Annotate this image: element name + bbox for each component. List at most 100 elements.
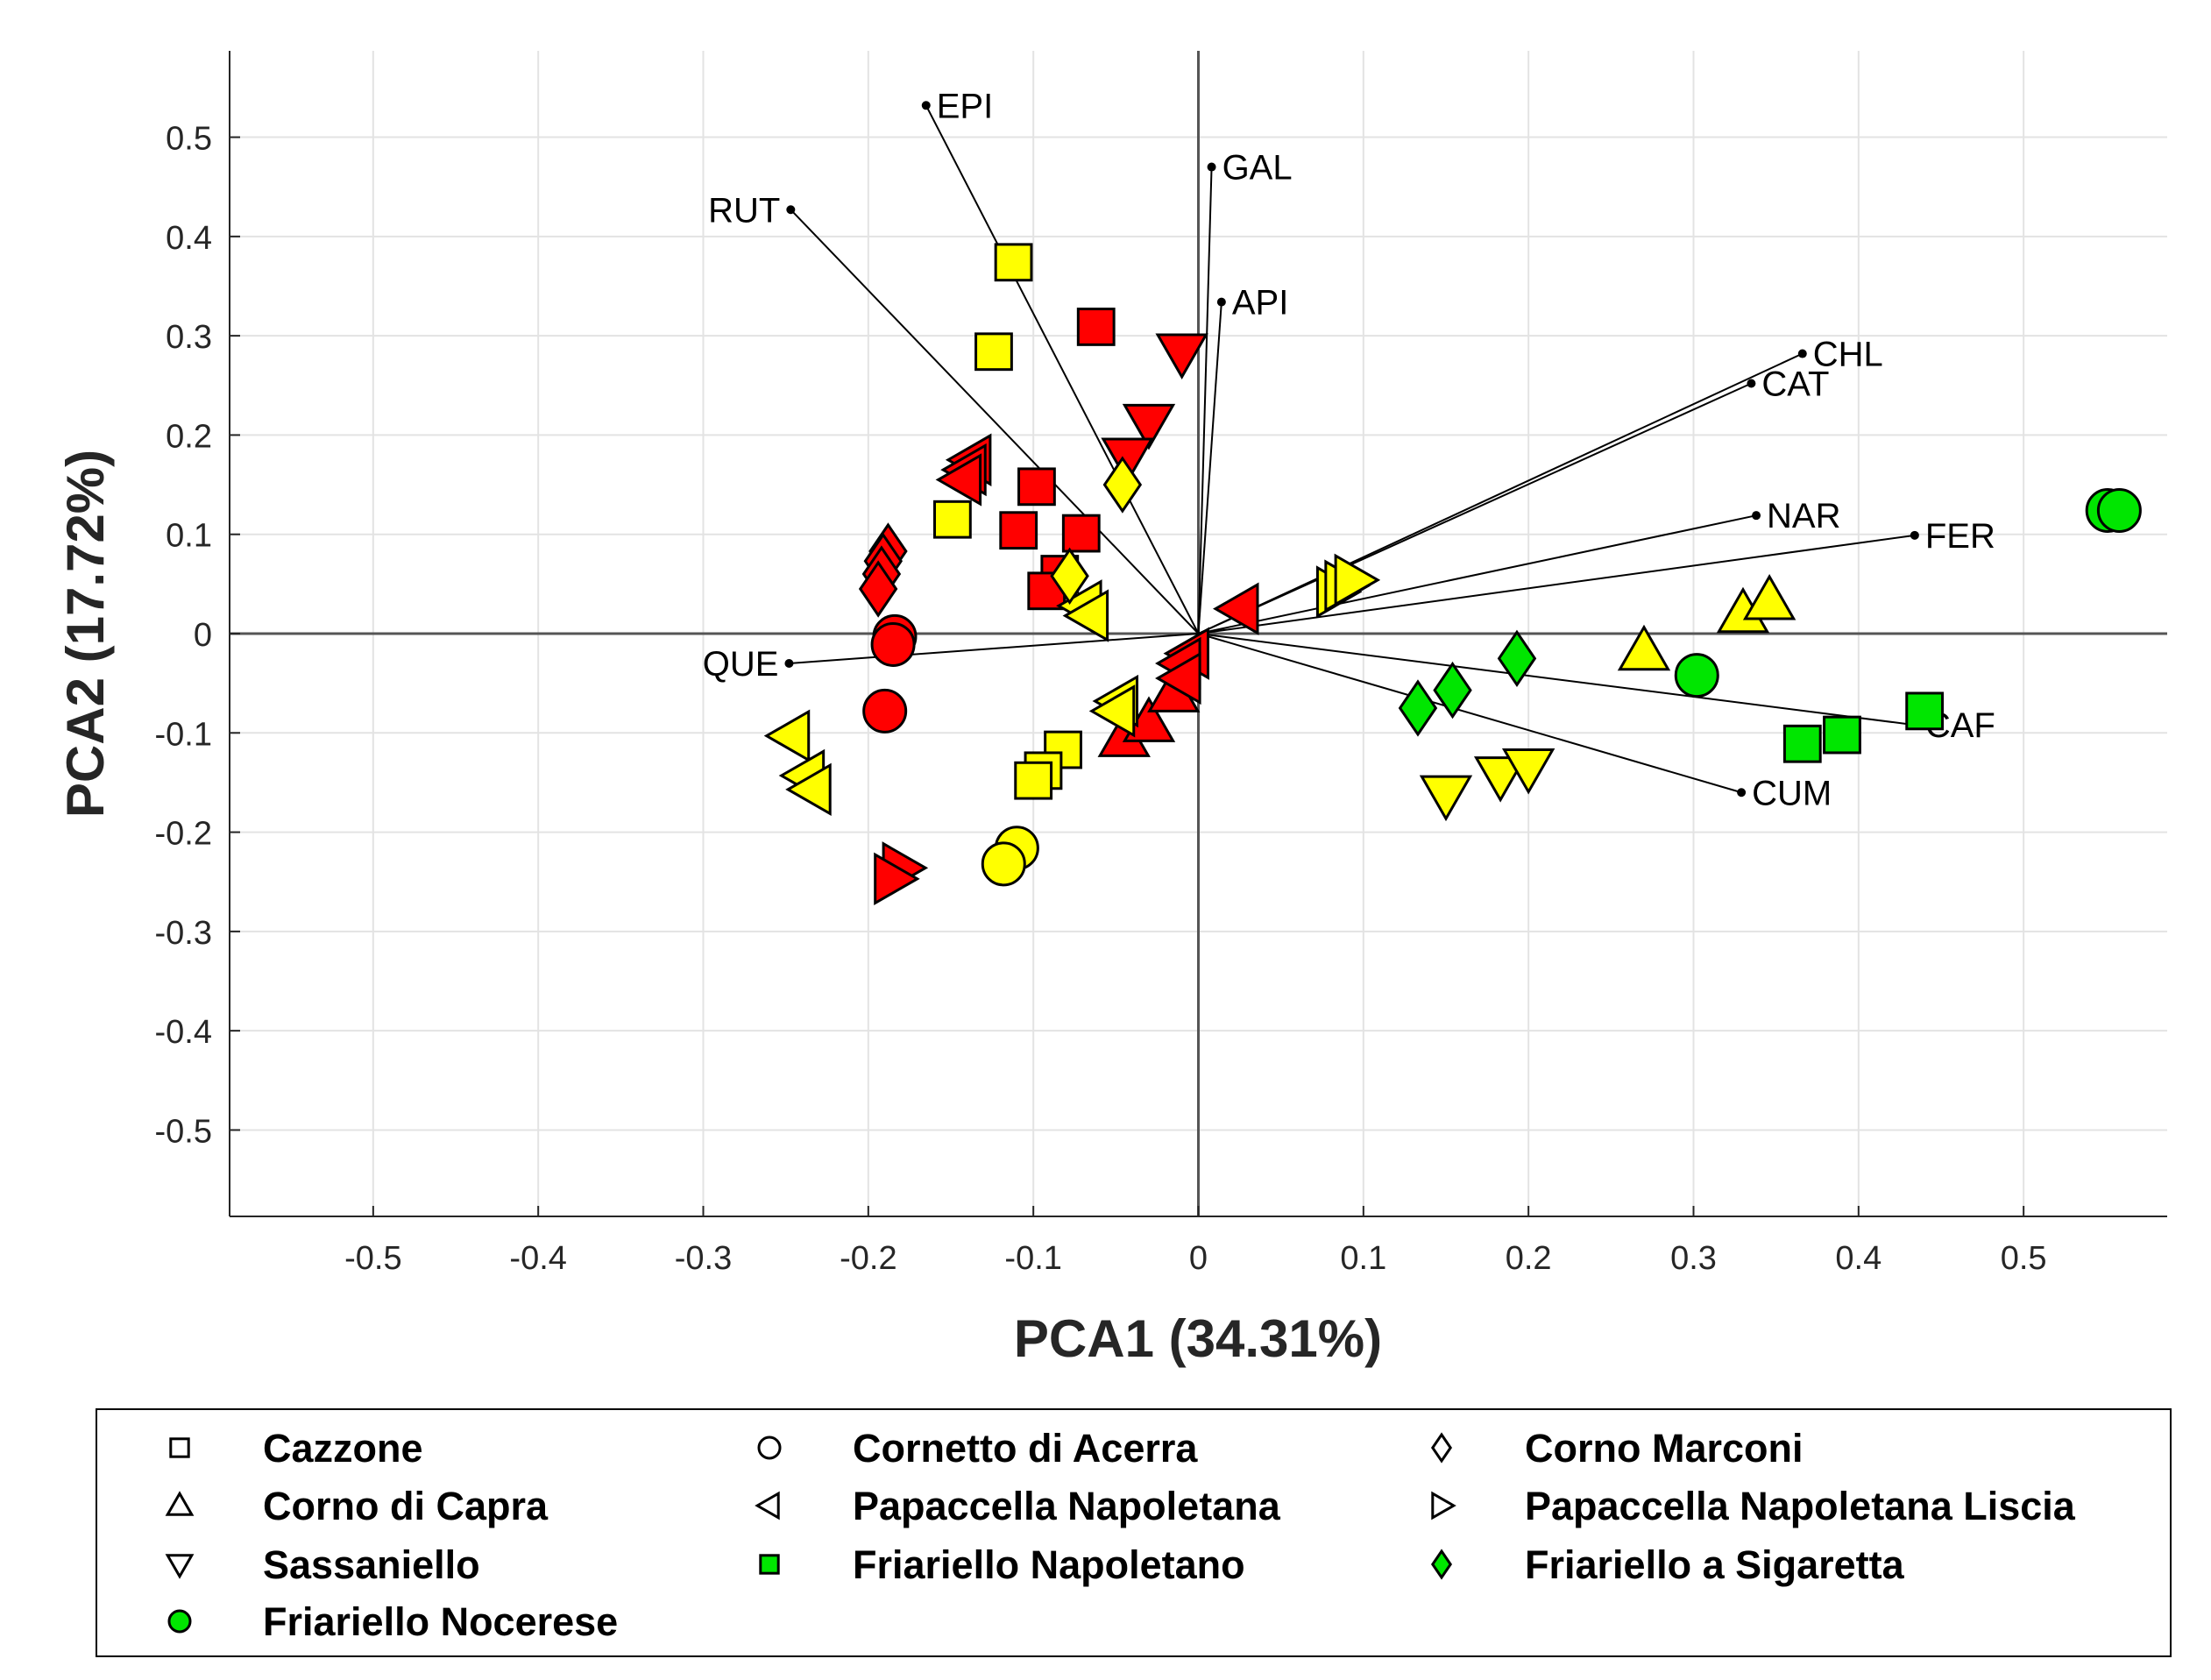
legend-label-1: Cornetto di Acerra	[853, 1426, 1198, 1471]
data-point-15-2	[1782, 724, 1822, 763]
data-point-11-3	[858, 560, 898, 618]
data-points	[763, 243, 2142, 906]
loading-vector-2	[790, 209, 1200, 634]
data-point-7-2	[862, 688, 908, 734]
legend-label-9: Friariello Nocerese	[263, 1599, 618, 1644]
data-point-10-2	[785, 762, 832, 817]
y-tick-label-5: 0	[194, 617, 212, 654]
y-tick-label-7: 0.2	[166, 418, 212, 455]
y-tick-label-6: 0.1	[166, 518, 212, 555]
legend-label-7: Friariello Napoletano	[853, 1542, 1245, 1587]
data-point-1-3	[1061, 514, 1101, 553]
data-point-0-2	[932, 500, 972, 539]
loading-tip-6	[1752, 511, 1761, 521]
x-tick-label-2: -0.3	[675, 1240, 732, 1277]
data-point-1-0	[1076, 308, 1116, 346]
x-tick-label-9: 0.4	[1835, 1240, 1881, 1277]
data-point-0-5	[1014, 761, 1053, 800]
loading-vector-8	[789, 633, 1199, 664]
x-axis-label: PCA1 (34.31%)	[1014, 1309, 1382, 1368]
x-tick-label-5: 0	[1189, 1240, 1208, 1277]
x-tick-label-8: 0.3	[1670, 1240, 1717, 1277]
data-point-9-6	[1155, 651, 1201, 705]
data-point-9-3	[1212, 582, 1259, 635]
x-tick-label-7: 0.2	[1506, 1240, 1552, 1277]
y-axis-label: PCA2 (17.72%)	[56, 450, 115, 818]
data-point-0-1	[974, 332, 1013, 372]
legend-label-3: Corno di Capra	[263, 1484, 549, 1528]
x-tick-label-3: -0.2	[840, 1240, 896, 1277]
loading-vector-1	[1197, 167, 1213, 634]
data-point-2-2	[1742, 574, 1796, 620]
data-point-14-1	[874, 852, 920, 906]
legend-label-5: Papaccella Napoletana Liscia	[1525, 1484, 2076, 1528]
x-tick-label-10: 0.5	[2001, 1240, 2047, 1277]
x-tick-label-4: -0.1	[1004, 1240, 1061, 1277]
y-tick-label-1: -0.4	[155, 1014, 212, 1051]
legend-marker-6	[165, 1554, 195, 1579]
legend-label-8: Friariello a Sigaretta	[1525, 1542, 1905, 1587]
loading-vector-10	[1198, 633, 1742, 794]
loading-label-6: NAR	[1767, 497, 1840, 535]
y-tick-label-10: 0.5	[166, 121, 212, 158]
loading-vector-6	[1198, 514, 1757, 634]
legend-marker-5	[1431, 1491, 1456, 1521]
loading-label-2: RUT	[708, 191, 780, 230]
legend-box	[96, 1408, 2172, 1657]
data-point-9-2	[935, 453, 982, 507]
data-point-10-6	[1088, 684, 1136, 738]
data-point-13-2	[1334, 553, 1381, 607]
data-point-5-2	[1101, 437, 1154, 484]
loading-tip-3	[1216, 297, 1226, 307]
x-tick-label-1: -0.4	[509, 1240, 566, 1277]
loading-tip-1	[1207, 162, 1216, 172]
data-point-10-0	[763, 709, 811, 762]
y-tick-label-3: -0.2	[155, 816, 212, 853]
data-point-16-0	[1497, 629, 1537, 687]
data-point-5-0	[1155, 333, 1208, 380]
data-point-5-1	[1122, 403, 1176, 450]
data-point-15-1	[1823, 715, 1861, 755]
loading-vector-4	[1198, 352, 1804, 634]
legend-label-2: Corno Marconi	[1525, 1426, 1804, 1471]
legend-label-6: Sassaniello	[263, 1542, 480, 1587]
axes	[229, 51, 2167, 1217]
loading-label-3: API	[1232, 284, 1288, 323]
data-point-4-1	[1473, 756, 1527, 803]
data-point-8-1	[981, 841, 1026, 887]
loading-label-10: CUM	[1752, 774, 1832, 812]
data-point-0-0	[994, 243, 1033, 282]
x-tick-label-6: 0.1	[1340, 1240, 1386, 1277]
loading-tip-2	[786, 205, 796, 215]
legend-marker-3	[165, 1491, 195, 1516]
legend: Cazzone Cornetto di Acerra Corno Marconi Co…	[165, 1426, 2076, 1644]
legend-marker-7	[759, 1554, 780, 1575]
data-point-10-4	[1062, 589, 1109, 642]
loading-tip-0	[921, 101, 931, 110]
y-tick-label-2: -0.3	[155, 915, 212, 952]
loading-tip-7	[1910, 530, 1919, 540]
loading-vector-3	[1197, 301, 1222, 634]
y-tick-labels: -0.5 -0.4 -0.3 -0.2 -0.1 0 0.1 0.2 0.3 0.4 0.5	[155, 121, 212, 1151]
loading-tip-4	[1797, 349, 1807, 358]
data-point-12-0	[1102, 456, 1143, 514]
loading-label-0: EPI	[937, 87, 993, 125]
legend-marker-2	[1430, 1432, 1453, 1464]
loading-vector-0	[925, 104, 1200, 634]
data-point-6-2	[1674, 653, 1719, 698]
loading-label-4: CHL	[1813, 336, 1883, 374]
data-point-1-1	[1017, 467, 1056, 507]
loading-tip-8	[784, 658, 794, 668]
loading-tip-10	[1737, 788, 1747, 797]
legend-label-4: Papaccella Napoletana	[853, 1484, 1281, 1528]
data-point-6-1	[2096, 488, 2142, 534]
legend-marker-8	[1430, 1549, 1453, 1580]
legend-marker-9	[167, 1609, 192, 1634]
loading-label-7: FER	[1925, 517, 1995, 556]
data-point-2-0	[1617, 624, 1671, 671]
data-point-1-2	[999, 511, 1038, 550]
x-tick-label-0: -0.5	[344, 1240, 401, 1277]
data-point-7-1	[870, 621, 916, 667]
